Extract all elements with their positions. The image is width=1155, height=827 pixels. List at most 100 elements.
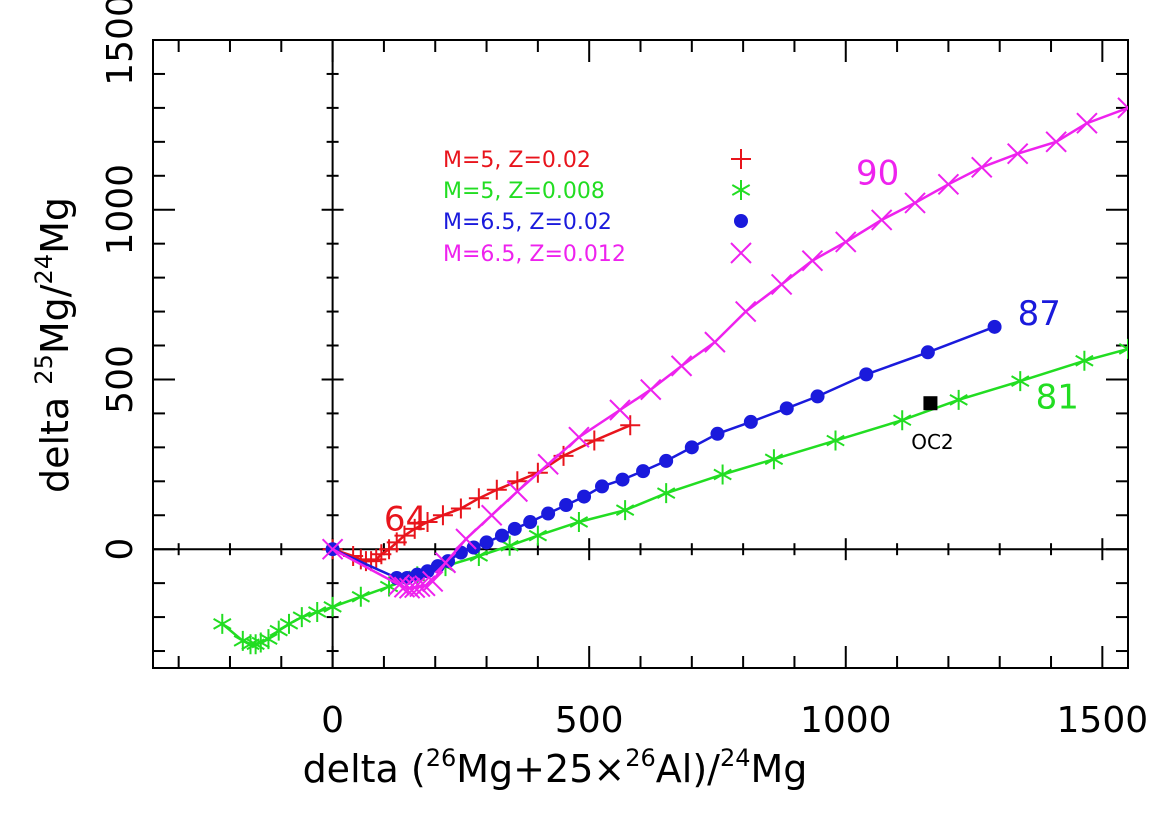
legend-label: M=5, Z=0.008 bbox=[443, 179, 605, 204]
data-point bbox=[659, 453, 674, 468]
y-axis-label: delta 25Mg/24Mg bbox=[30, 197, 77, 493]
data-point bbox=[710, 426, 725, 441]
data-point bbox=[987, 319, 1002, 334]
data-point bbox=[455, 528, 477, 550]
data-point bbox=[1006, 143, 1029, 165]
y-tick-label: 0 bbox=[100, 538, 141, 561]
data-point bbox=[764, 449, 784, 470]
axis-tick-labels: 0 500 1000 1500 0 500 1000 1500 bbox=[100, 0, 1148, 741]
data-point bbox=[569, 512, 589, 533]
data-point bbox=[684, 440, 699, 455]
data-point bbox=[351, 586, 371, 607]
x-axis-label: delta (26Mg+25×26Al)/24Mg bbox=[303, 744, 808, 791]
data-point bbox=[577, 489, 592, 504]
legend-marker bbox=[730, 242, 752, 264]
data-point bbox=[1117, 97, 1128, 119]
data-point bbox=[371, 544, 392, 565]
series-end-label: 81 bbox=[1036, 377, 1079, 417]
data-point bbox=[394, 525, 415, 546]
legend-marker bbox=[731, 180, 751, 200]
data-point bbox=[620, 415, 641, 436]
data-point bbox=[432, 505, 453, 526]
data-point bbox=[541, 506, 556, 521]
data-point bbox=[1118, 338, 1128, 359]
series-1 bbox=[213, 338, 1128, 655]
plot-border bbox=[152, 39, 1129, 669]
y-tick-label: 500 bbox=[100, 345, 141, 414]
data-point bbox=[421, 570, 444, 593]
data-point bbox=[1075, 350, 1094, 371]
data-point bbox=[636, 464, 651, 479]
data-point bbox=[859, 367, 874, 382]
legend: M=5, Z=0.02 M=5, Z=0.008 M=6.5, Z=0.02 M=6.… bbox=[443, 148, 752, 267]
data-point bbox=[920, 345, 935, 360]
series-layer bbox=[213, 97, 1128, 655]
data-point bbox=[826, 430, 845, 451]
data-point bbox=[259, 629, 278, 650]
data-point bbox=[971, 156, 993, 179]
data-point bbox=[479, 535, 494, 550]
series-3 bbox=[321, 97, 1128, 599]
data-point bbox=[670, 355, 693, 377]
axis-ticks bbox=[153, 39, 1128, 668]
data-point bbox=[904, 192, 926, 214]
y-tick-label: 1500 bbox=[100, 0, 141, 86]
data-point bbox=[734, 300, 757, 323]
data-point bbox=[366, 549, 387, 570]
data-point bbox=[810, 389, 825, 404]
x-tick-label: 1500 bbox=[1057, 700, 1149, 741]
data-point bbox=[404, 518, 425, 539]
data-point bbox=[507, 521, 522, 536]
series-2 bbox=[325, 319, 1002, 586]
series-line bbox=[221, 347, 1128, 646]
data-point bbox=[656, 483, 676, 504]
data-point bbox=[1076, 112, 1098, 134]
data-point bbox=[528, 525, 548, 546]
legend-label: M=5, Z=0.02 bbox=[443, 148, 591, 173]
series-end-label: 64 bbox=[384, 500, 427, 540]
data-point bbox=[949, 389, 968, 410]
data-point bbox=[779, 401, 794, 416]
data-point bbox=[494, 528, 509, 543]
data-point bbox=[486, 479, 507, 500]
legend-marker bbox=[731, 149, 751, 169]
legend-marker bbox=[734, 214, 748, 228]
data-point bbox=[308, 601, 327, 622]
series-line bbox=[332, 325, 996, 580]
legend-label: M=6.5, Z=0.012 bbox=[443, 242, 626, 267]
data-point bbox=[434, 552, 457, 574]
data-point bbox=[937, 173, 960, 195]
x-tick-label: 1000 bbox=[800, 700, 892, 741]
y-tick-label: 1000 bbox=[100, 164, 141, 256]
data-point bbox=[506, 480, 529, 503]
data-point bbox=[523, 515, 538, 530]
data-point bbox=[292, 607, 312, 628]
data-point bbox=[713, 464, 732, 485]
data-point bbox=[1045, 131, 1067, 153]
data-point bbox=[468, 488, 489, 509]
data-point bbox=[321, 538, 344, 560]
data-point bbox=[323, 596, 342, 617]
data-point bbox=[595, 479, 610, 494]
data-point bbox=[640, 378, 662, 401]
data-point bbox=[568, 426, 590, 448]
x-tick-label: 0 bbox=[321, 700, 344, 741]
series-end-label: 90 bbox=[856, 153, 899, 193]
x-tick-label: 500 bbox=[555, 700, 624, 741]
data-point bbox=[584, 430, 605, 451]
data-point bbox=[743, 414, 758, 429]
annotations: 64 81 87 90 OC2 bbox=[384, 153, 1079, 539]
data-point bbox=[609, 399, 631, 421]
plot-frame bbox=[152, 39, 1129, 669]
data-point bbox=[559, 498, 574, 513]
data-point bbox=[615, 500, 635, 521]
oc2-label: OC2 bbox=[911, 430, 953, 454]
data-point bbox=[835, 231, 857, 253]
data-point bbox=[870, 209, 893, 231]
legend-label: M=6.5, Z=0.02 bbox=[443, 210, 612, 235]
data-point bbox=[801, 249, 824, 272]
data-point bbox=[1011, 371, 1030, 392]
data-point bbox=[615, 472, 630, 487]
data-point bbox=[770, 273, 793, 296]
